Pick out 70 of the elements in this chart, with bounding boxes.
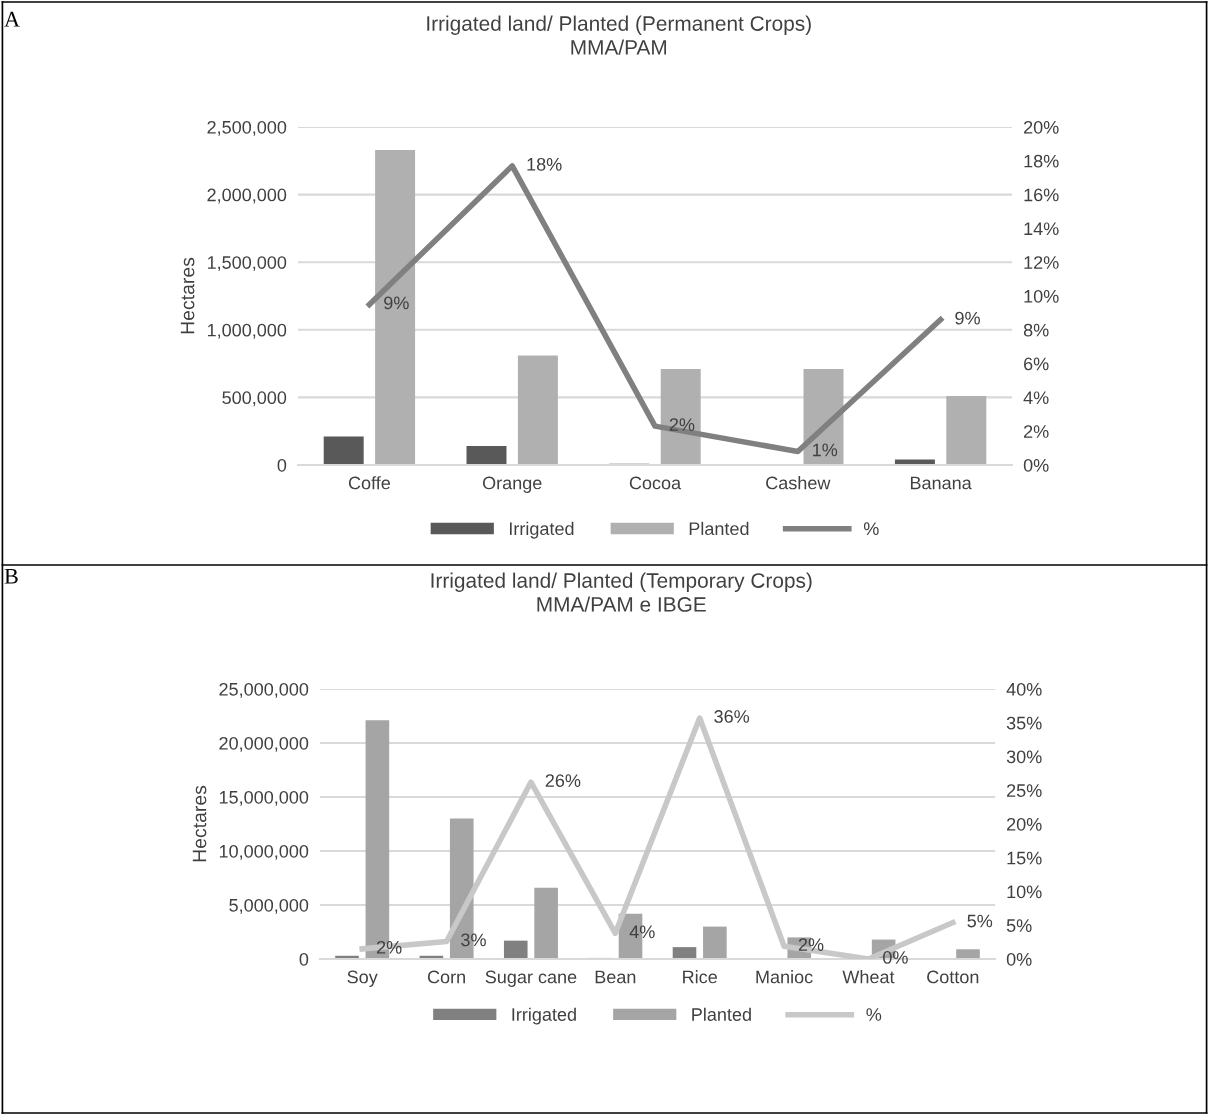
data-label: 5% bbox=[967, 914, 993, 928]
x-tick-label: Soy bbox=[347, 970, 378, 987]
y2-tick-label: 8% bbox=[1023, 323, 1049, 337]
y-tick-label: 0 bbox=[277, 458, 287, 472]
y2-tick-label: 25% bbox=[1007, 784, 1042, 797]
x-tick-label: Corn bbox=[427, 970, 465, 984]
y-tick-label: 0 bbox=[299, 952, 309, 966]
y2-tick-label: 10% bbox=[1024, 289, 1059, 303]
legend-label: Irrigated bbox=[509, 521, 574, 539]
y2-tick-label: 20% bbox=[1007, 817, 1042, 831]
y-tick-label: 5,000,000 bbox=[229, 898, 309, 914]
y2-tick-label: 20% bbox=[1024, 120, 1059, 134]
data-label: 3% bbox=[461, 933, 486, 947]
y2-tick-label: 5% bbox=[1006, 919, 1032, 932]
data-label: 18% bbox=[527, 157, 562, 171]
legend-label: Planted bbox=[689, 521, 749, 536]
y-tick-label: 10,000,000 bbox=[219, 844, 309, 860]
data-label: 0% bbox=[883, 951, 908, 964]
y2-tick-label: 16% bbox=[1024, 188, 1059, 202]
chart-title: Irrigated land/ Planted (Permanent Crops) MMA/PAM bbox=[427, 15, 811, 55]
y2-tick-label: 15% bbox=[1007, 851, 1042, 865]
x-tick-label: Banana bbox=[910, 476, 972, 490]
data-label: 26% bbox=[545, 774, 581, 787]
legend-label: Irrigated bbox=[512, 1007, 576, 1025]
data-label: 2% bbox=[798, 938, 824, 951]
y2-tick-label: 4% bbox=[1023, 391, 1049, 405]
data-label: 4% bbox=[629, 925, 655, 939]
y-tick-label: 25,000,000 bbox=[219, 682, 309, 698]
data-label: 1% bbox=[813, 443, 838, 457]
y-tick-label: 2,000,000 bbox=[207, 188, 287, 204]
y2-tick-label: 10% bbox=[1007, 885, 1042, 899]
y2-tick-label: 30% bbox=[1006, 750, 1042, 764]
text: A bbox=[4, 11, 20, 27]
y2-tick-label: 0% bbox=[1006, 952, 1032, 966]
x-tick-label: Cotton bbox=[927, 970, 979, 984]
y-tick-label: 20,000,000 bbox=[219, 736, 309, 752]
legend-label: Planted bbox=[692, 1007, 751, 1021]
x-tick-label: Bean bbox=[595, 970, 636, 984]
y2-tick-label: 14% bbox=[1024, 222, 1059, 236]
data-label: 36% bbox=[714, 710, 750, 723]
y-tick-label: 15,000,000 bbox=[219, 790, 309, 806]
y-tick-label: 1,500,000 bbox=[207, 256, 287, 272]
x-tick-label: Coffe bbox=[348, 476, 391, 490]
x-tick-label: Manioc bbox=[756, 970, 813, 984]
x-tick-label: Orange bbox=[482, 476, 542, 493]
x-tick-label: Cashew bbox=[766, 476, 831, 490]
x-tick-label: Cocoa bbox=[629, 476, 682, 490]
legend-label: % bbox=[863, 522, 879, 535]
data-label: 2% bbox=[669, 418, 695, 431]
chart-title: Irrigated land/ Planted (Temporary Crops) MMA/PAM e IBGE bbox=[431, 572, 812, 612]
y2-tick-label: 40% bbox=[1006, 682, 1042, 696]
y2-tick-label: 0% bbox=[1023, 458, 1049, 472]
x-tick-label: Sugar cane bbox=[485, 970, 577, 987]
text: B bbox=[4, 568, 18, 584]
y-tick-label: 1,000,000 bbox=[207, 323, 287, 339]
y2-tick-label: 2% bbox=[1024, 425, 1049, 438]
x-tick-label: Wheat bbox=[842, 970, 895, 984]
x-tick-label: Rice bbox=[683, 970, 717, 984]
y2-tick-label: 12% bbox=[1024, 256, 1059, 269]
y-tick-label: 2,500,000 bbox=[207, 120, 287, 136]
y2-tick-label: 18% bbox=[1024, 154, 1059, 168]
legend-label: % bbox=[866, 1008, 882, 1021]
y-tick-label: 500,000 bbox=[222, 391, 287, 407]
data-label: 9% bbox=[384, 296, 409, 310]
y-axis-title: Hectares bbox=[180, 257, 195, 334]
y2-tick-label: 6% bbox=[1024, 357, 1049, 371]
y-axis-title: Hectares bbox=[192, 785, 207, 862]
y2-tick-label: 35% bbox=[1006, 716, 1042, 730]
data-label: 9% bbox=[955, 311, 980, 325]
data-label: 2% bbox=[376, 940, 402, 954]
